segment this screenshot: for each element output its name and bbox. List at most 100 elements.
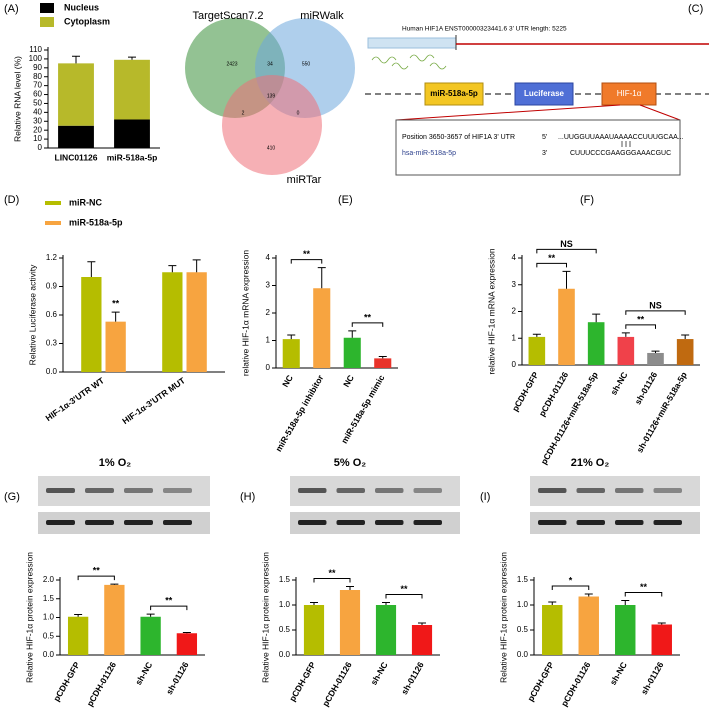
- blot-band: [163, 488, 192, 493]
- bar: [176, 633, 198, 655]
- error-bar: [182, 632, 191, 634]
- y-tick-label: 1: [266, 336, 271, 345]
- bar: [81, 277, 102, 372]
- pairing: [621, 141, 631, 147]
- x-tick-label: pCDH-GFP: [510, 370, 541, 413]
- significance: **: [303, 249, 311, 259]
- panel-label: (C): [688, 3, 703, 15]
- significance: **: [400, 584, 408, 594]
- legend-label: miR-518a-5p: [69, 217, 123, 227]
- y-tick-label: 0.5: [517, 625, 529, 634]
- significance-bracket: [536, 248, 597, 254]
- y-tick-label: 10: [33, 134, 42, 143]
- y-axis-label: Relative HIF-1α protein expression: [24, 552, 34, 683]
- bar: [528, 336, 546, 365]
- y-tick-label: 1.5: [279, 575, 291, 584]
- bar: [339, 590, 361, 655]
- error-bar: [562, 270, 571, 289]
- panel-title: 1% O₂: [99, 457, 132, 469]
- mir-box: [424, 82, 484, 106]
- y-tick-label: 2: [512, 307, 517, 316]
- panel-label: (E): [338, 194, 353, 206]
- bar: [140, 616, 161, 655]
- error-bar: [418, 622, 426, 625]
- conservation-marks: [371, 54, 447, 70]
- y-tick-label: 0.5: [279, 625, 291, 634]
- blot-band: [653, 520, 682, 525]
- blot-band: [538, 520, 567, 525]
- y-tick-label: 30: [33, 116, 42, 125]
- significance: **: [328, 568, 336, 578]
- blot-band: [615, 488, 644, 493]
- panel-label: (G): [4, 491, 20, 503]
- x-tick-label: sh-01126: [399, 660, 426, 696]
- y-tick-label: 0: [512, 360, 517, 369]
- mirna-seq: CUUUCCCGAAGGGAAACGUC: [570, 150, 671, 157]
- y-tick-label: 0.0: [43, 650, 55, 659]
- significance-bracket: [536, 262, 567, 268]
- box-label: miR-518a-5p: [430, 89, 478, 98]
- x-tick-label: pCDH-01126: [559, 660, 593, 708]
- y-tick-label: 2.0: [43, 575, 55, 584]
- y-tick-label: 0.9: [46, 282, 58, 291]
- seq-box: [395, 119, 681, 176]
- end-label: 5': [542, 134, 547, 141]
- error-bar: [168, 265, 177, 273]
- set-label: miRTar: [287, 174, 322, 186]
- error-bar: [287, 334, 296, 340]
- error-bar: [621, 600, 630, 605]
- region-count: 410: [267, 145, 276, 151]
- bar: [186, 272, 207, 372]
- error-bar: [378, 355, 387, 359]
- y-tick-label: 80: [33, 72, 42, 81]
- x-tick-label: HIF-1α-3'UTR WT: [44, 375, 107, 423]
- blot-band: [85, 488, 114, 493]
- x-tick-label: sh-NC: [608, 370, 629, 397]
- box-label: Luciferase: [524, 89, 565, 98]
- error-bar: [87, 261, 96, 277]
- significance-bracket: [551, 585, 590, 590]
- gene-header: Human HIF1A ENST00000323441.6 3' UTR len…: [402, 26, 567, 33]
- bar: [104, 584, 125, 655]
- box-label: HIF-1α: [617, 89, 642, 98]
- significance-bracket: [385, 594, 423, 599]
- y-tick-label: 1.5: [43, 594, 55, 603]
- significance-bracket: [625, 310, 686, 315]
- x-tick-label: pCDH-01126: [320, 660, 354, 708]
- significance-bracket: [77, 575, 115, 581]
- error-bar: [548, 601, 557, 605]
- bar: [647, 352, 664, 365]
- y-tick-label: 90: [33, 63, 42, 72]
- y-tick-label: 1.5: [517, 575, 529, 584]
- panel-label: (H): [240, 491, 255, 503]
- error-bar: [317, 267, 326, 289]
- significance-bracket: [624, 592, 663, 597]
- bar: [676, 339, 694, 365]
- y-tick-label: 1.0: [517, 600, 529, 609]
- error-bar: [310, 602, 318, 605]
- error-bar: [584, 593, 593, 597]
- y-axis-label: Relative Luciferase activity: [27, 264, 37, 365]
- significance: NS: [649, 300, 662, 310]
- blot-band: [85, 520, 114, 525]
- region-count: 2: [242, 110, 245, 116]
- error-bar: [146, 613, 155, 617]
- error-bar: [592, 313, 601, 323]
- blot-band: [46, 520, 75, 525]
- y-tick-label: 0.6: [46, 310, 58, 319]
- y-axis-label: Relative HIF-1α protein expression: [498, 552, 508, 683]
- blot-band: [615, 520, 644, 525]
- y-tick-label: 0.0: [46, 367, 58, 376]
- legend-swatch: [40, 17, 54, 27]
- error-bar: [110, 583, 119, 585]
- bar-segment: [58, 125, 94, 148]
- significance: **: [637, 314, 645, 324]
- y-axis-label: Relative HIF-1α protein expression: [260, 552, 270, 683]
- panel-label: (I): [480, 491, 490, 503]
- bar-segment: [114, 119, 150, 148]
- x-tick-label: pCDH-GFP: [287, 660, 318, 703]
- y-tick-label: 100: [29, 54, 43, 63]
- venn-set: [222, 75, 322, 175]
- bar: [558, 288, 575, 365]
